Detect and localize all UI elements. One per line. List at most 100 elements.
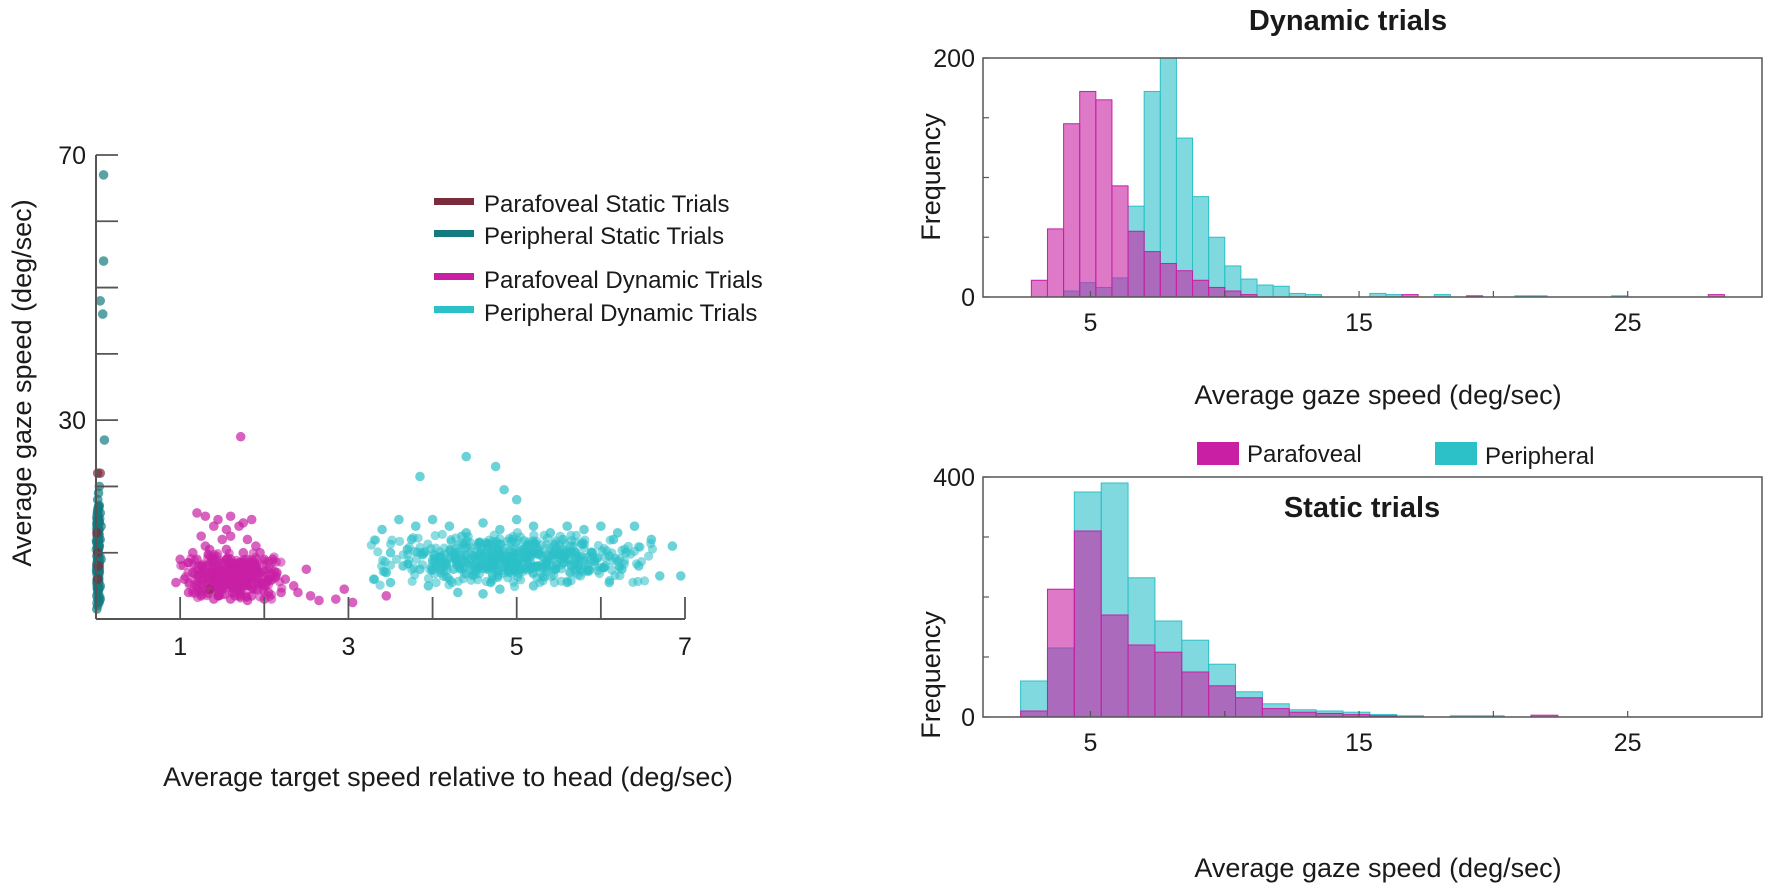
scatter-point xyxy=(436,551,446,561)
scatter-point xyxy=(558,534,568,545)
static-histogram-x-axis-label: Average gaze speed (deg/sec) xyxy=(1194,853,1561,883)
scatter-point xyxy=(633,561,644,571)
scatter-x-tick-label: 5 xyxy=(510,633,524,661)
scatter-point xyxy=(375,580,385,590)
scatter-point xyxy=(331,594,341,604)
scatter-point xyxy=(419,547,429,558)
scatter-point xyxy=(246,571,257,581)
scatter-point xyxy=(579,524,589,535)
hist-bar-parafoveal xyxy=(1127,230,1145,298)
scatter-point xyxy=(339,584,350,594)
scatter-point xyxy=(520,547,530,558)
scatter-point xyxy=(492,537,502,547)
scatter-point xyxy=(192,508,202,518)
scatter-point xyxy=(499,568,509,578)
hist-bar-parafoveal xyxy=(1073,530,1102,718)
scatter-point xyxy=(385,577,396,588)
scatter-point xyxy=(431,561,442,571)
scatter-point xyxy=(95,508,106,518)
scatter-point xyxy=(511,514,522,525)
scatter-point xyxy=(499,484,509,495)
scatter-legend: Parafoveal Static Trials Peripheral Stat… xyxy=(434,191,763,327)
scatter-point xyxy=(478,589,488,599)
hist-bar-parafoveal xyxy=(1235,697,1263,718)
scatter-point xyxy=(204,544,215,555)
legend-swatch-peripheral xyxy=(1435,442,1477,465)
static-histogram-axes: 5 15 25 0 400 xyxy=(933,464,1763,757)
scatter-point xyxy=(255,567,265,578)
hist-bar-parafoveal xyxy=(1111,185,1129,298)
scatter-point xyxy=(407,564,417,575)
scatter-point xyxy=(217,534,228,545)
hist-bar-peripheral xyxy=(1256,284,1274,298)
scatter-point xyxy=(528,521,539,531)
hist-bar-parafoveal xyxy=(1063,123,1081,298)
static-histogram-y-axis-label: Frequency xyxy=(916,611,946,739)
legend-item-peripheral-dynamic: Peripheral Dynamic Trials xyxy=(434,300,757,327)
hist-bar-parafoveal xyxy=(1154,651,1183,718)
hist-bar-parafoveal xyxy=(1100,614,1129,718)
legend-item-parafoveal: Parafoveal xyxy=(1197,441,1362,468)
hist-bar-parafoveal xyxy=(1046,228,1065,298)
scatter-point xyxy=(646,534,657,545)
legend-swatch-parafoveal xyxy=(1197,442,1239,465)
hist-bar-parafoveal xyxy=(1143,251,1161,298)
scatter-x-tick-label: 3 xyxy=(341,633,355,661)
scatter-point xyxy=(430,569,440,579)
scatter-point xyxy=(437,529,447,539)
dynamic-histogram-axes: 5 15 25 0 200 xyxy=(933,45,1763,337)
scatter-point xyxy=(495,584,505,594)
scatter-point xyxy=(98,170,109,180)
scatter-point xyxy=(545,528,556,538)
scatter-point xyxy=(583,564,594,575)
legend-label-peripheral: Peripheral xyxy=(1485,443,1594,470)
legend-label-parafoveal-static: Parafoveal Static Trials xyxy=(484,191,729,218)
scatter-point xyxy=(395,536,405,546)
scatter-point xyxy=(187,567,198,578)
scatter-point xyxy=(629,521,640,531)
dynamic-histogram-bars xyxy=(1030,57,1725,298)
scatter-point xyxy=(234,521,244,531)
scatter-point xyxy=(183,587,194,598)
scatter-point xyxy=(457,531,467,541)
dynamic-histogram-title: Dynamic trials xyxy=(1249,5,1447,37)
legend-label-parafoveal: Parafoveal xyxy=(1247,441,1362,468)
scatter-point xyxy=(366,540,376,550)
scatter-point xyxy=(570,551,581,561)
scatter-point xyxy=(461,451,472,462)
scatter-y-tick-label: 70 xyxy=(58,142,86,170)
scatter-point xyxy=(415,564,425,575)
scatter-point xyxy=(604,551,615,561)
scatter-axes: 1 3 5 7 30 70 xyxy=(58,142,692,661)
scatter-point xyxy=(596,521,606,531)
scatter-point xyxy=(532,561,543,571)
scatter-point xyxy=(221,544,232,555)
scatter-point xyxy=(196,531,206,541)
scatter-point xyxy=(209,581,219,591)
scatter-point xyxy=(516,564,526,575)
scatter-point xyxy=(639,576,650,586)
scatter-point xyxy=(629,546,640,557)
scatter-point xyxy=(235,431,246,442)
scatter-point xyxy=(406,534,417,545)
scatter-point xyxy=(456,564,466,575)
scatter-point xyxy=(98,256,109,266)
scatter-point xyxy=(593,540,604,551)
hist-x-tick-label: 5 xyxy=(1083,309,1097,337)
scatter-point xyxy=(225,511,236,522)
scatter-point xyxy=(272,567,282,578)
scatter-point xyxy=(453,587,463,598)
hist-y-tick-label: 400 xyxy=(933,464,975,492)
scatter-point xyxy=(507,534,518,545)
scatter-point xyxy=(439,566,449,577)
hist-bar-parafoveal xyxy=(1181,671,1210,718)
scatter-point xyxy=(427,514,438,525)
scatter-point xyxy=(192,581,202,591)
legend-label-parafoveal-dynamic: Parafoveal Dynamic Trials xyxy=(484,267,763,294)
scatter-point xyxy=(196,571,206,581)
scatter-point xyxy=(267,554,278,565)
hist-bar-parafoveal xyxy=(1095,99,1113,298)
scatter-point xyxy=(200,511,211,522)
scatter-point xyxy=(276,587,286,598)
scatter-point xyxy=(221,571,232,581)
